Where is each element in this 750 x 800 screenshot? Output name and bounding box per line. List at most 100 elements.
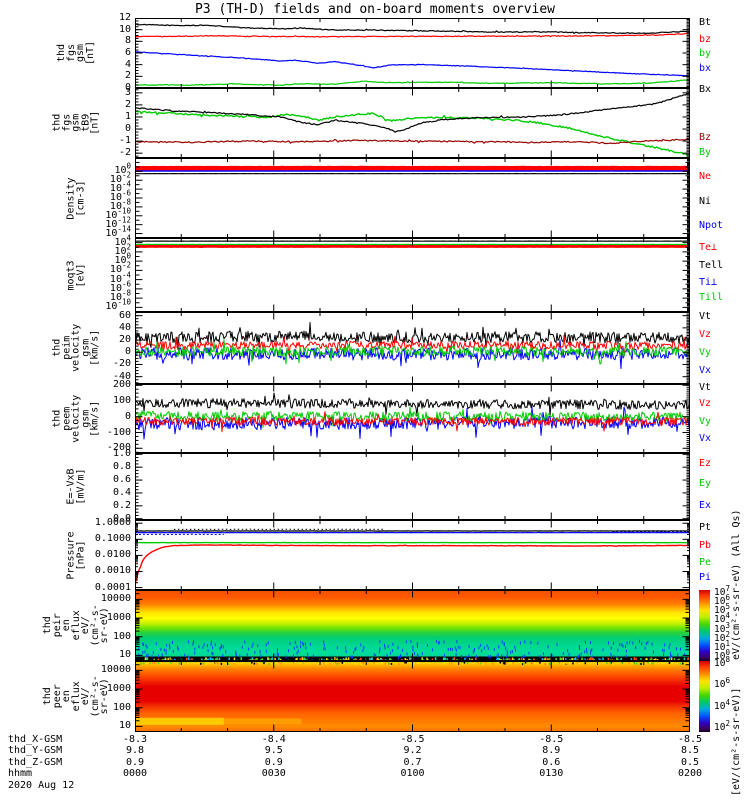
ytick-label: 10-2	[109, 170, 131, 186]
colorbar-bar-1	[699, 661, 710, 732]
ytick-label: 1.0	[112, 448, 131, 460]
legend-Bx: Bx	[699, 84, 712, 96]
ytick-label: 60	[118, 309, 131, 321]
ytick-label: 10-14	[105, 224, 131, 239]
legend-Pi: Pi	[699, 572, 712, 584]
ytick-label: 104	[114, 233, 131, 248]
ytick-label: 0	[124, 123, 131, 135]
bottom-row-value: -8.5	[400, 733, 425, 745]
colorbar-tick-label: 105	[714, 602, 730, 617]
bottom-row-value: 0.6	[542, 756, 561, 768]
ytick-label: 1	[124, 110, 131, 122]
legend-Ey: Ey	[699, 478, 712, 490]
bottom-row-value: 0.5	[680, 756, 700, 768]
colorbar-tick-label: 108	[714, 654, 730, 669]
ytick-label: 10	[118, 649, 131, 661]
ytick-label: 0.1000	[94, 533, 131, 545]
ytick-label: 1.0000	[94, 517, 131, 529]
ytick-label: 0.2	[112, 499, 131, 511]
panel-thd-fgs-gsm-tb9: 3 2 1 0 -1 -2 thd fgs gsm tB9 [nT] Bx Bz By	[51, 84, 711, 158]
axis-ticks	[135, 312, 690, 384]
ytick-label: 10-6	[109, 279, 131, 294]
panel-plot-moqt3	[135, 238, 690, 312]
ytick-label: 40	[118, 321, 131, 333]
ytick-label: 2	[124, 70, 131, 82]
colorbar-tick-label: 104	[714, 611, 730, 626]
panel-plot-density	[135, 158, 690, 238]
panel-thd-peir-en-eflux: 10000 1000 100 10 thd peir en eflux eV/(cm²-s-sr…	[42, 590, 690, 661]
ytick-label: 20	[118, 334, 131, 346]
legend-Pb: Pb	[699, 540, 712, 552]
legend-Vx: Vx	[699, 432, 712, 444]
series-Pb	[135, 544, 690, 585]
panel-plot-thd-peer-en-eflux	[135, 661, 690, 732]
panel-plot-e-vxb	[135, 453, 690, 520]
date-label: 2020 Aug 12	[8, 779, 75, 791]
ytick-label: 100	[112, 630, 131, 642]
ytick-label: 0	[124, 346, 131, 358]
series-Vt	[135, 392, 690, 417]
legend-Vz: Vz	[699, 398, 712, 410]
series-Bx	[135, 92, 690, 133]
ytick-label: 0.0010	[94, 565, 131, 577]
ytick-label: -40	[112, 370, 131, 382]
panel-plot-pressure	[135, 520, 690, 590]
colorbar-tick-label: 104	[714, 697, 730, 712]
ytick-label: 10-8	[109, 197, 131, 212]
panel-density: 100 10-2 10-4 10-6 10-8 10-10 10-12 10-14 Densit…	[66, 158, 723, 238]
bottom-row-value: -8.5	[539, 733, 564, 745]
ytick-label: 6	[124, 47, 131, 58]
legend-Vt: Vt	[699, 311, 712, 323]
bottom-row-value: 0130	[539, 768, 564, 779]
ytick-label: 10-6	[109, 188, 131, 203]
ytick-label: -20	[112, 358, 131, 370]
ytick-label: 10-8	[109, 288, 131, 304]
series-bx	[135, 51, 690, 77]
ytick-label: 3	[124, 86, 131, 98]
bottom-row-label: thd_Y-GSM	[8, 745, 63, 756]
panel-thd-peer-en-eflux: 10000 1000 100 10 thd peer en eflux eV/(cm²-s-sr…	[42, 661, 690, 732]
series-Pi-dash-a	[135, 533, 224, 536]
ytick-label: 10	[118, 23, 131, 35]
ytick-label: -2	[118, 147, 131, 159]
bottom-row-value: 8.9	[542, 745, 561, 756]
series-Vz	[135, 335, 690, 356]
panel-thd-peim-velocity-gsm: 60 40 20 0 -20 -40 thd peim velocity gsm [km/s] Vt V…	[51, 310, 711, 384]
bottom-row-value: 0200	[677, 768, 703, 779]
legend-Bt: Bt	[699, 17, 712, 29]
ytick-label: 100	[114, 162, 131, 177]
ytick-label: 100	[114, 251, 131, 267]
ytick-label: 2	[124, 98, 131, 110]
bottom-row-value: 0030	[261, 768, 286, 779]
ytick-label: 100	[112, 701, 131, 713]
legend-Vt: Vt	[699, 381, 712, 393]
ytick-label: 4	[124, 58, 131, 70]
series-Pi-dash-b	[612, 530, 690, 533]
ytick-label: 10-4	[109, 270, 131, 285]
legend-bx: bx	[699, 63, 712, 75]
legend-Tell: Tell	[699, 259, 724, 271]
ytick-label: 10-10	[105, 206, 131, 221]
ytick-label: 0	[124, 82, 131, 93]
bottom-row-value: 9.8	[125, 745, 145, 756]
bottom-row-value: 8.5	[680, 745, 700, 756]
legend-Vx: Vx	[699, 364, 712, 376]
ytick-label: 0.6	[112, 474, 131, 486]
axis-ticks	[135, 18, 690, 88]
page-title: P3 (TH-D) fields and on-board moments ov…	[194, 2, 556, 17]
ytick-label: 0.0100	[94, 549, 131, 561]
bottom-row-value: 0000	[122, 768, 148, 779]
ytick-label: 1000	[106, 683, 131, 695]
ytick-label: 10	[118, 720, 131, 732]
legend-Npot: Npot	[699, 220, 724, 232]
series-By	[135, 110, 690, 156]
ytick-label: -200	[106, 442, 131, 454]
ytick-label: 1000	[106, 612, 131, 624]
ytick-label: 10-12	[105, 215, 131, 230]
colorbar-tick-label: 102	[714, 629, 730, 644]
bottom-row-value: -8.5	[677, 733, 703, 745]
axis-ticks	[135, 88, 690, 158]
colorbar-tick-label: 106	[714, 676, 730, 691]
legend-Pt: Pt	[699, 522, 712, 533]
